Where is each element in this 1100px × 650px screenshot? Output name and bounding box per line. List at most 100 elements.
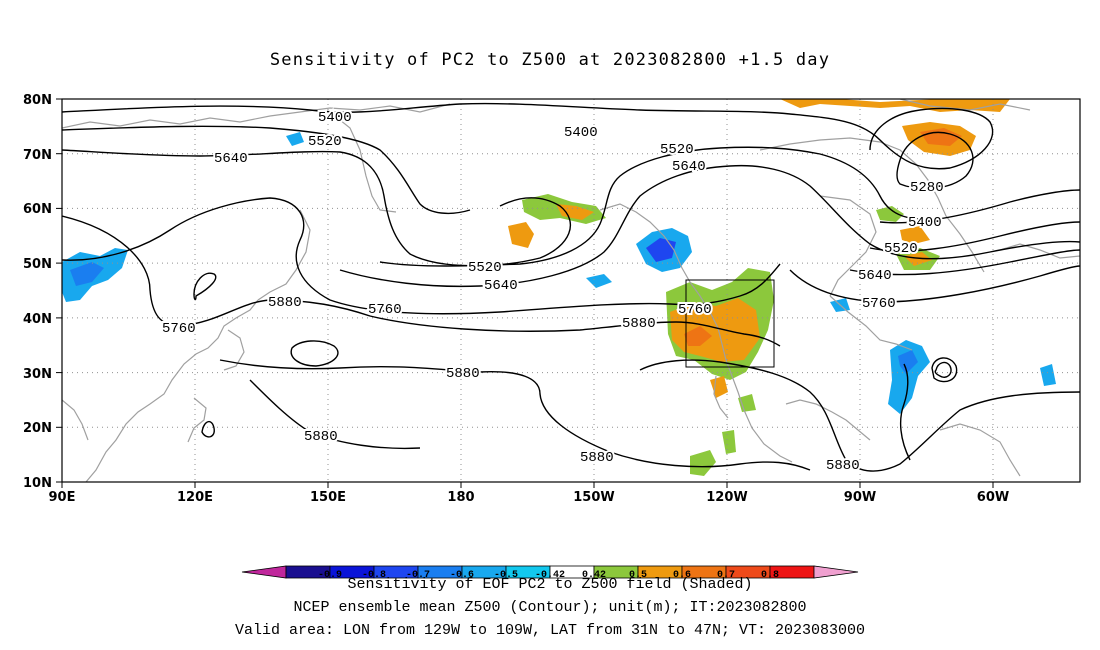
contour-label: 5880 [622,316,656,332]
shade-positive-pacific-mid [508,222,534,248]
shade-positive-gulf [710,376,728,398]
shade-positive-pacific-north-orange [556,204,594,220]
contour-label: 5880 [826,458,860,474]
contour-label: 5760 [368,302,402,318]
lat-tick-label: 70N [23,148,52,163]
contour-5400 [62,102,994,170]
shade-negative-small-4 [1040,364,1056,386]
contour-label: 5880 [268,295,302,311]
lat-tick-label: 60N [23,202,52,217]
lat-tick-label: 40N [23,312,52,327]
tick-marks [56,98,994,488]
lon-tick-label: 120W [706,490,747,505]
contour-label: 5760 [862,296,896,312]
contour-5400-east [879,189,1080,224]
colorbar-tick-label: -0.5 [494,570,518,581]
caption-shaded: Sensitivity of EOF PC2 to Z500 field (Sh… [347,576,753,593]
shade-negative-small-1 [586,274,612,288]
shade-negative-pacific-core [646,238,676,262]
plot-frame [61,98,1081,483]
contour-5880-south [219,359,811,471]
contour-5640-mid [339,164,1080,288]
lat-tick-label: 20N [23,421,52,436]
lat-tick-label: 30N [23,367,52,382]
contour-5880-main [179,299,781,347]
shade-positive-target-red [684,326,712,346]
shade-positive-mexico-2 [722,430,736,454]
contour-5520-west [62,125,471,215]
shade-positive-arctic [780,99,1010,112]
lat-tick-label: 80N [23,93,52,108]
contour-label-layer: 5400 5520 5640 5400 5520 5640 5280 5400 … [160,108,946,476]
shade-positive-atlantic-1 [876,206,904,222]
shade-positive-gulf-2 [738,394,756,412]
colorbar-tick-label: 0.8 [761,570,779,581]
contour-5760-loop [62,215,181,327]
lon-tick-label: 150W [573,490,614,505]
colorbar-tick-label: 0.7 [717,570,735,581]
coastlines [62,99,1080,482]
map-title: Sensitivity of PC2 to Z500 at 2023082800… [269,50,831,70]
colorbar-end-high [813,565,859,579]
contour-label: 5880 [580,450,614,466]
contour-5880-loop-b [290,340,339,367]
contour-label: 5400 [908,215,942,231]
shade-negative-atlantic [888,340,930,414]
lon-tick-label: 150E [310,490,346,505]
contour-5880-deep [249,379,421,450]
caption-contour: NCEP ensemble mean Z500 (Contour); unit(… [293,599,807,616]
contour-label: 5520 [308,134,342,150]
contour-5760-main [62,197,781,315]
lon-tick-label: 90E [49,490,76,505]
caption-valid-area: Valid area: LON from 129W to 109W, LAT f… [234,622,866,639]
lon-tick-label: 90W [844,490,876,505]
z500-contours [62,102,1080,472]
valid-area-box [685,279,775,368]
lon-tick-label: 180 [447,490,474,505]
contour-label: 5880 [304,429,338,445]
colorbar-tick-label: -0.7 [406,570,430,581]
colorbar-tick-label: -0.6 [450,570,474,581]
contour-5880-florida [899,363,911,461]
contour-label: 5640 [672,159,706,175]
contour-5880-small [201,421,215,438]
contour-5880-loop-a [193,272,217,301]
contour-label: 5520 [468,260,502,276]
shade-positive-mexico [690,450,716,476]
colorbar-tick-label: 0.5 [629,570,647,581]
contour-label: 5520 [660,142,694,158]
colorbar-tick-label: -0.9 [318,570,342,581]
lon-tick-label: 60W [977,490,1009,505]
contour-5640-east [849,249,1080,276]
contour-label: 5640 [484,278,518,294]
colorbar: -0.9 -0.8 -0.7 -0.6 -0.5 -0.42 0.42 0.5 0.6 0.7 0.… [241,565,859,581]
contour-label: 5400 [318,110,352,126]
colorbar-tick-label: -0.42 [535,570,565,581]
shade-positive-atlantic-2 [900,226,930,244]
shade-negative-small-2 [286,132,304,146]
contour-5280 [896,131,974,190]
contour-label: 5880 [446,366,480,382]
contour-label: 5760 [162,321,196,337]
contour-5880-ring2 [931,357,958,383]
contour-label: 5520 [884,241,918,257]
contour-5880-ring [934,361,952,378]
shade-positive-atlantic-3-orange [904,252,932,266]
colorbar-tick-label: -0.8 [362,570,386,581]
contour-label: 5640 [214,151,248,167]
colorbar-tick-label: 0.6 [673,570,691,581]
shade-negative-west-asia-core [70,262,104,286]
contour-label: 5400 [564,125,598,141]
lat-tick-label: 50N [23,257,52,272]
contour-5760-east [789,265,1080,303]
colorbar-tick-label: 0.42 [582,570,606,581]
contour-5520-mid [379,146,941,267]
lat-tick-label: 10N [23,476,52,491]
contour-label: 5760 [678,302,712,318]
contour-5520-east [869,221,1080,252]
contour-label: 5280 [910,180,944,196]
shade-negative-atlantic-core [898,350,918,374]
lon-tick-label: 120E [177,490,213,505]
contour-5640-west [62,149,571,267]
